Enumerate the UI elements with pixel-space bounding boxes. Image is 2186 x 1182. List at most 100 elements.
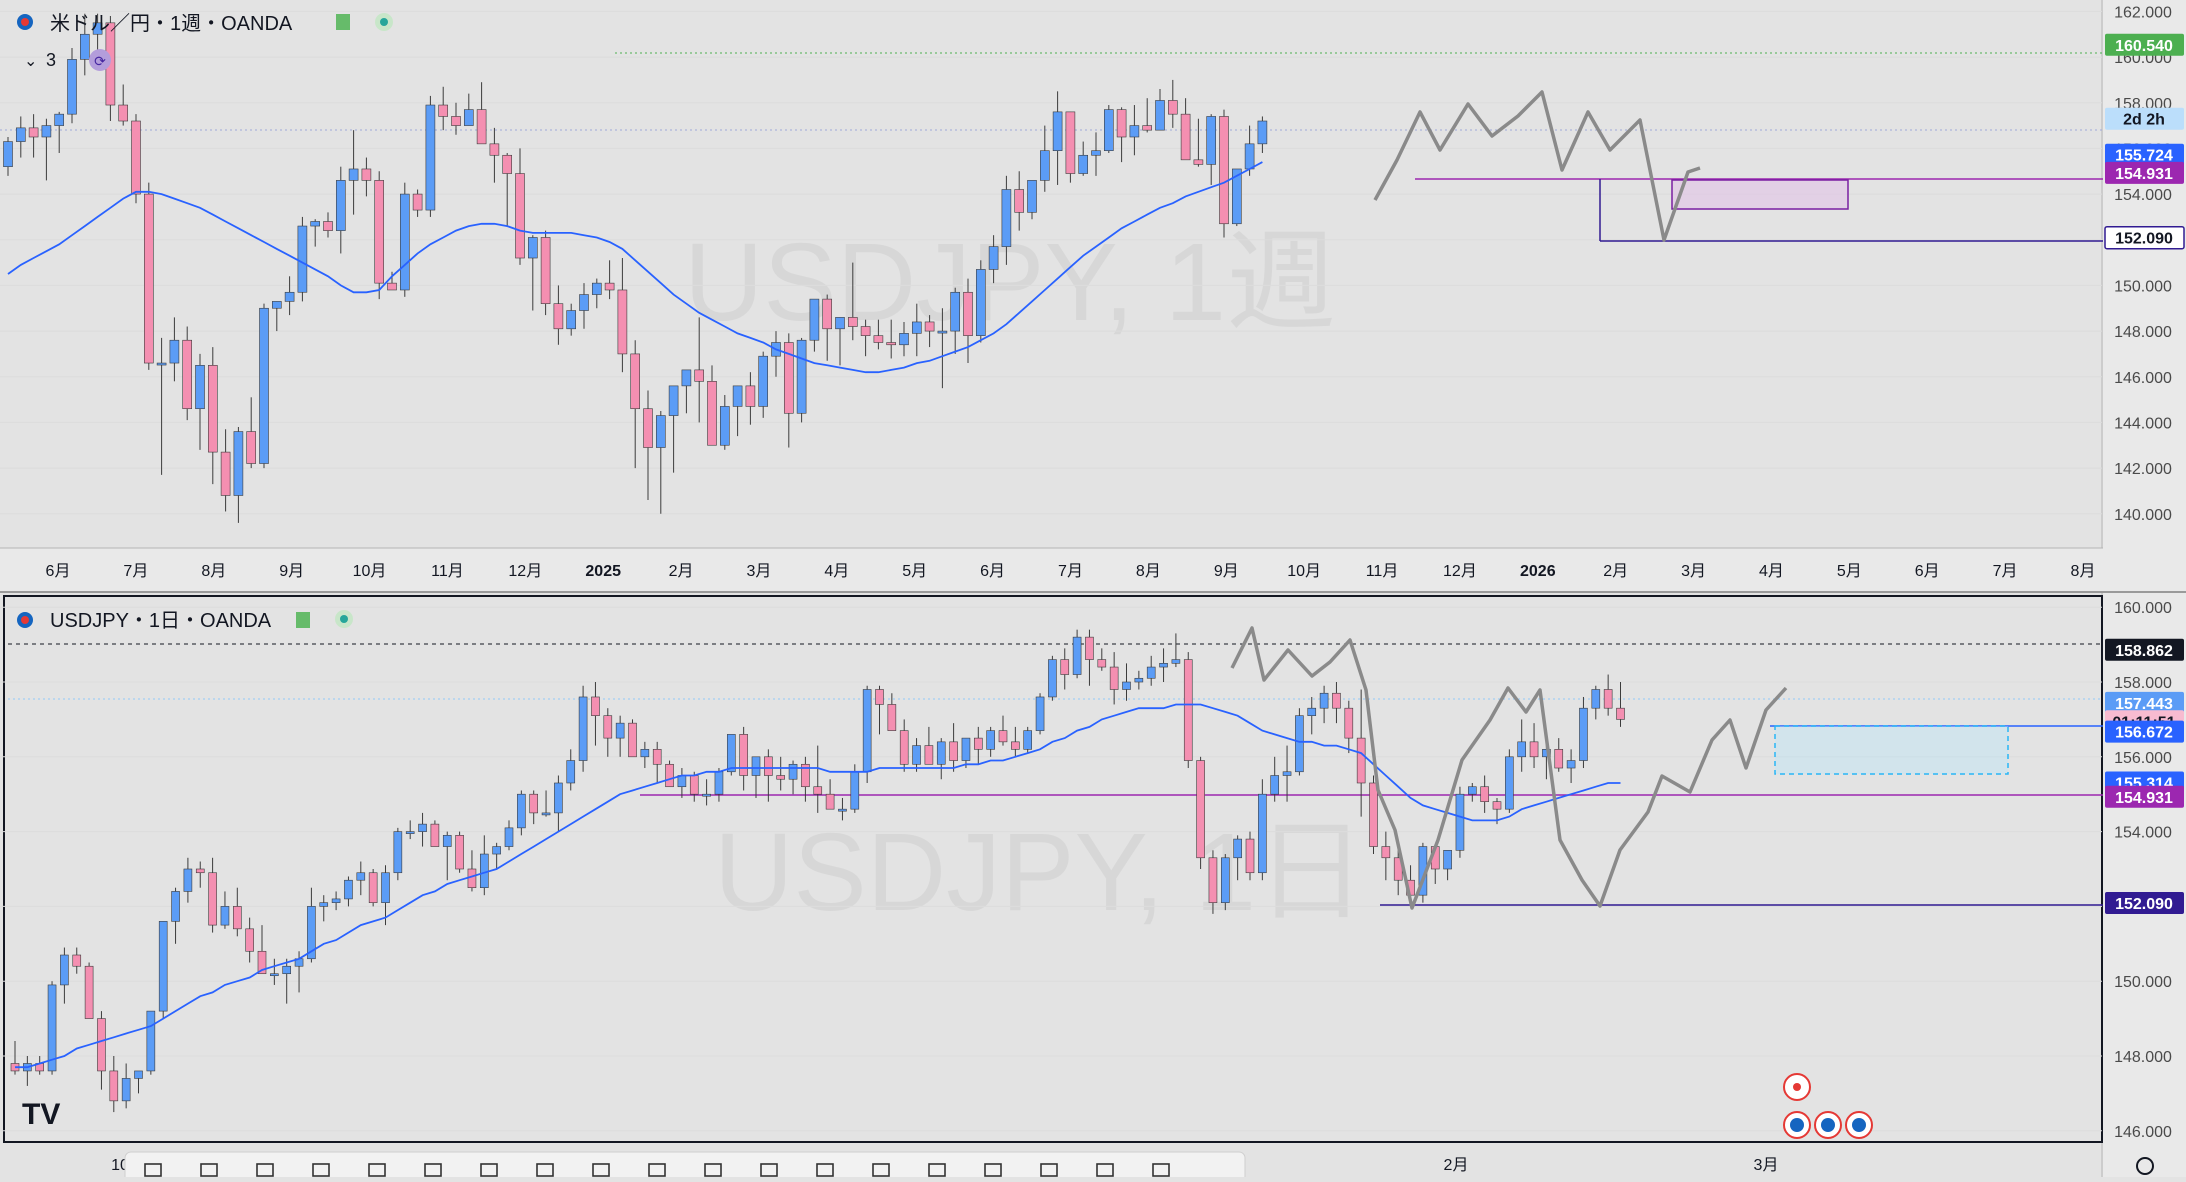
candle-body bbox=[84, 965, 94, 1019]
candle-body bbox=[617, 289, 628, 355]
daily-target-box[interactable] bbox=[1774, 725, 2009, 775]
candle-body bbox=[1554, 749, 1564, 769]
candle-body bbox=[158, 921, 168, 1012]
candle-body bbox=[169, 339, 180, 364]
time-tick-label: 4月 bbox=[1759, 563, 1784, 580]
cross-icon[interactable] bbox=[704, 1163, 722, 1177]
price-label-text: 154.931 bbox=[2115, 790, 2173, 807]
time-tick-label: 11月 bbox=[431, 563, 464, 580]
candle-body bbox=[899, 333, 909, 346]
candle-body bbox=[479, 853, 489, 888]
channel-icon[interactable] bbox=[872, 1163, 890, 1177]
candle-body bbox=[195, 365, 205, 410]
price-label-text: 158.862 bbox=[2115, 643, 2173, 660]
candle-body bbox=[3, 141, 13, 167]
callout-icon[interactable] bbox=[1096, 1163, 1114, 1177]
time-tick-label: 4月 bbox=[824, 563, 849, 580]
candle-body bbox=[726, 734, 736, 773]
candle-body bbox=[886, 342, 897, 346]
candle-body bbox=[988, 246, 999, 270]
measure-icon[interactable] bbox=[928, 1163, 946, 1177]
time-tick-label: 3月 bbox=[1681, 563, 1706, 580]
price-label-text: 156.672 bbox=[2115, 725, 2173, 742]
candle-body bbox=[665, 763, 674, 788]
rect-outline-icon[interactable] bbox=[816, 1163, 834, 1177]
candle-body bbox=[271, 301, 282, 309]
candle-body bbox=[208, 872, 217, 926]
candle-body bbox=[1060, 659, 1070, 675]
hide-icon[interactable] bbox=[1152, 1163, 1170, 1177]
candle-body bbox=[442, 835, 452, 847]
note-icon[interactable] bbox=[1040, 1163, 1058, 1177]
candle-body bbox=[875, 689, 884, 705]
candle-body bbox=[233, 431, 244, 496]
candle-body bbox=[1091, 150, 1101, 156]
weekly-zigzag-drawing[interactable] bbox=[1373, 90, 1701, 242]
price-label bbox=[2105, 892, 2184, 915]
time-tick-label: 5月 bbox=[1837, 563, 1862, 580]
candle-body bbox=[1129, 125, 1140, 138]
candle-body bbox=[504, 827, 514, 847]
price-label bbox=[2105, 107, 2184, 130]
rectangle-icon[interactable] bbox=[256, 1163, 274, 1177]
range-icon[interactable] bbox=[424, 1163, 442, 1177]
candle-body bbox=[1529, 741, 1539, 758]
brush-icon[interactable] bbox=[480, 1163, 498, 1177]
candle-body bbox=[282, 965, 292, 975]
daily-legend: USDJPY・1日・OANDA bbox=[17, 610, 353, 632]
path-icon[interactable] bbox=[592, 1163, 610, 1177]
time-tick-label: 11月 bbox=[1366, 563, 1399, 580]
candle-body bbox=[92, 22, 103, 35]
candle-body bbox=[975, 269, 986, 336]
gear-icon[interactable] bbox=[2136, 1157, 2154, 1175]
market-open-icon bbox=[296, 612, 310, 628]
collapse-chevron-icon[interactable]: ⌄ bbox=[24, 53, 37, 70]
time-tick-label: 6月 bbox=[46, 563, 71, 580]
pen-icon[interactable] bbox=[536, 1163, 554, 1177]
pin-icon[interactable] bbox=[648, 1163, 666, 1177]
weekly-time-axis[interactable]: 6月 7月 8月 9月 10月 11月 12月 2025 2月 3月 4月 5月 6月 7月 8月 9月 10月… bbox=[46, 563, 2096, 580]
text-icon[interactable] bbox=[984, 1163, 1002, 1177]
candle-body bbox=[1616, 707, 1625, 720]
price-tick-label: 150.000 bbox=[2114, 974, 2172, 991]
time-tick-label: 8月 bbox=[1136, 563, 1161, 580]
price-tick-label: 154.000 bbox=[2114, 187, 2172, 204]
candle-body bbox=[1505, 756, 1514, 810]
candle-body bbox=[319, 902, 329, 907]
daily-zigzag-drawing[interactable] bbox=[1230, 626, 1788, 910]
daily-title[interactable]: USDJPY・1日・OANDA bbox=[50, 610, 272, 632]
candle-body bbox=[156, 362, 167, 366]
indicator-count[interactable]: 3 bbox=[46, 50, 56, 70]
price-label-text: 152.090 bbox=[2115, 231, 2173, 248]
arrow-icon[interactable] bbox=[368, 1163, 386, 1177]
cursor-tool-icon[interactable] bbox=[144, 1163, 162, 1177]
candle-body bbox=[28, 127, 39, 138]
candle-body bbox=[950, 291, 961, 332]
weekly-title[interactable]: 米ドル／円・1週・OANDA bbox=[50, 12, 293, 35]
time-tick-label: 3月 bbox=[747, 563, 772, 580]
time-tick-label: 3月 bbox=[1754, 1157, 1779, 1174]
candle-body bbox=[259, 307, 269, 464]
sync-icon[interactable] bbox=[89, 49, 111, 71]
long-position-icon[interactable] bbox=[312, 1163, 330, 1177]
alert-target-dot bbox=[1793, 1083, 1801, 1091]
price-tick-label: 140.000 bbox=[2114, 507, 2172, 524]
candle-body bbox=[489, 143, 500, 156]
candle-body bbox=[1319, 692, 1329, 709]
candle-body bbox=[195, 868, 205, 874]
candle-body bbox=[257, 950, 267, 975]
event-markers bbox=[1783, 1073, 1873, 1139]
candle-body bbox=[430, 823, 440, 847]
candle-body bbox=[615, 722, 625, 739]
trend-line-icon[interactable] bbox=[200, 1163, 218, 1177]
candle-body bbox=[54, 113, 65, 126]
candle-body bbox=[1233, 838, 1242, 859]
candle-body bbox=[467, 868, 477, 888]
candle-body bbox=[862, 689, 872, 773]
daily-watermark: USDJPY, 1日 bbox=[714, 811, 1366, 934]
weekly-target-box[interactable] bbox=[1671, 179, 1849, 210]
tradingview-logo[interactable]: TV bbox=[22, 1098, 60, 1131]
live-status-dot bbox=[340, 615, 348, 623]
triangle-icon[interactable] bbox=[760, 1163, 778, 1177]
candle-body bbox=[1208, 857, 1218, 903]
